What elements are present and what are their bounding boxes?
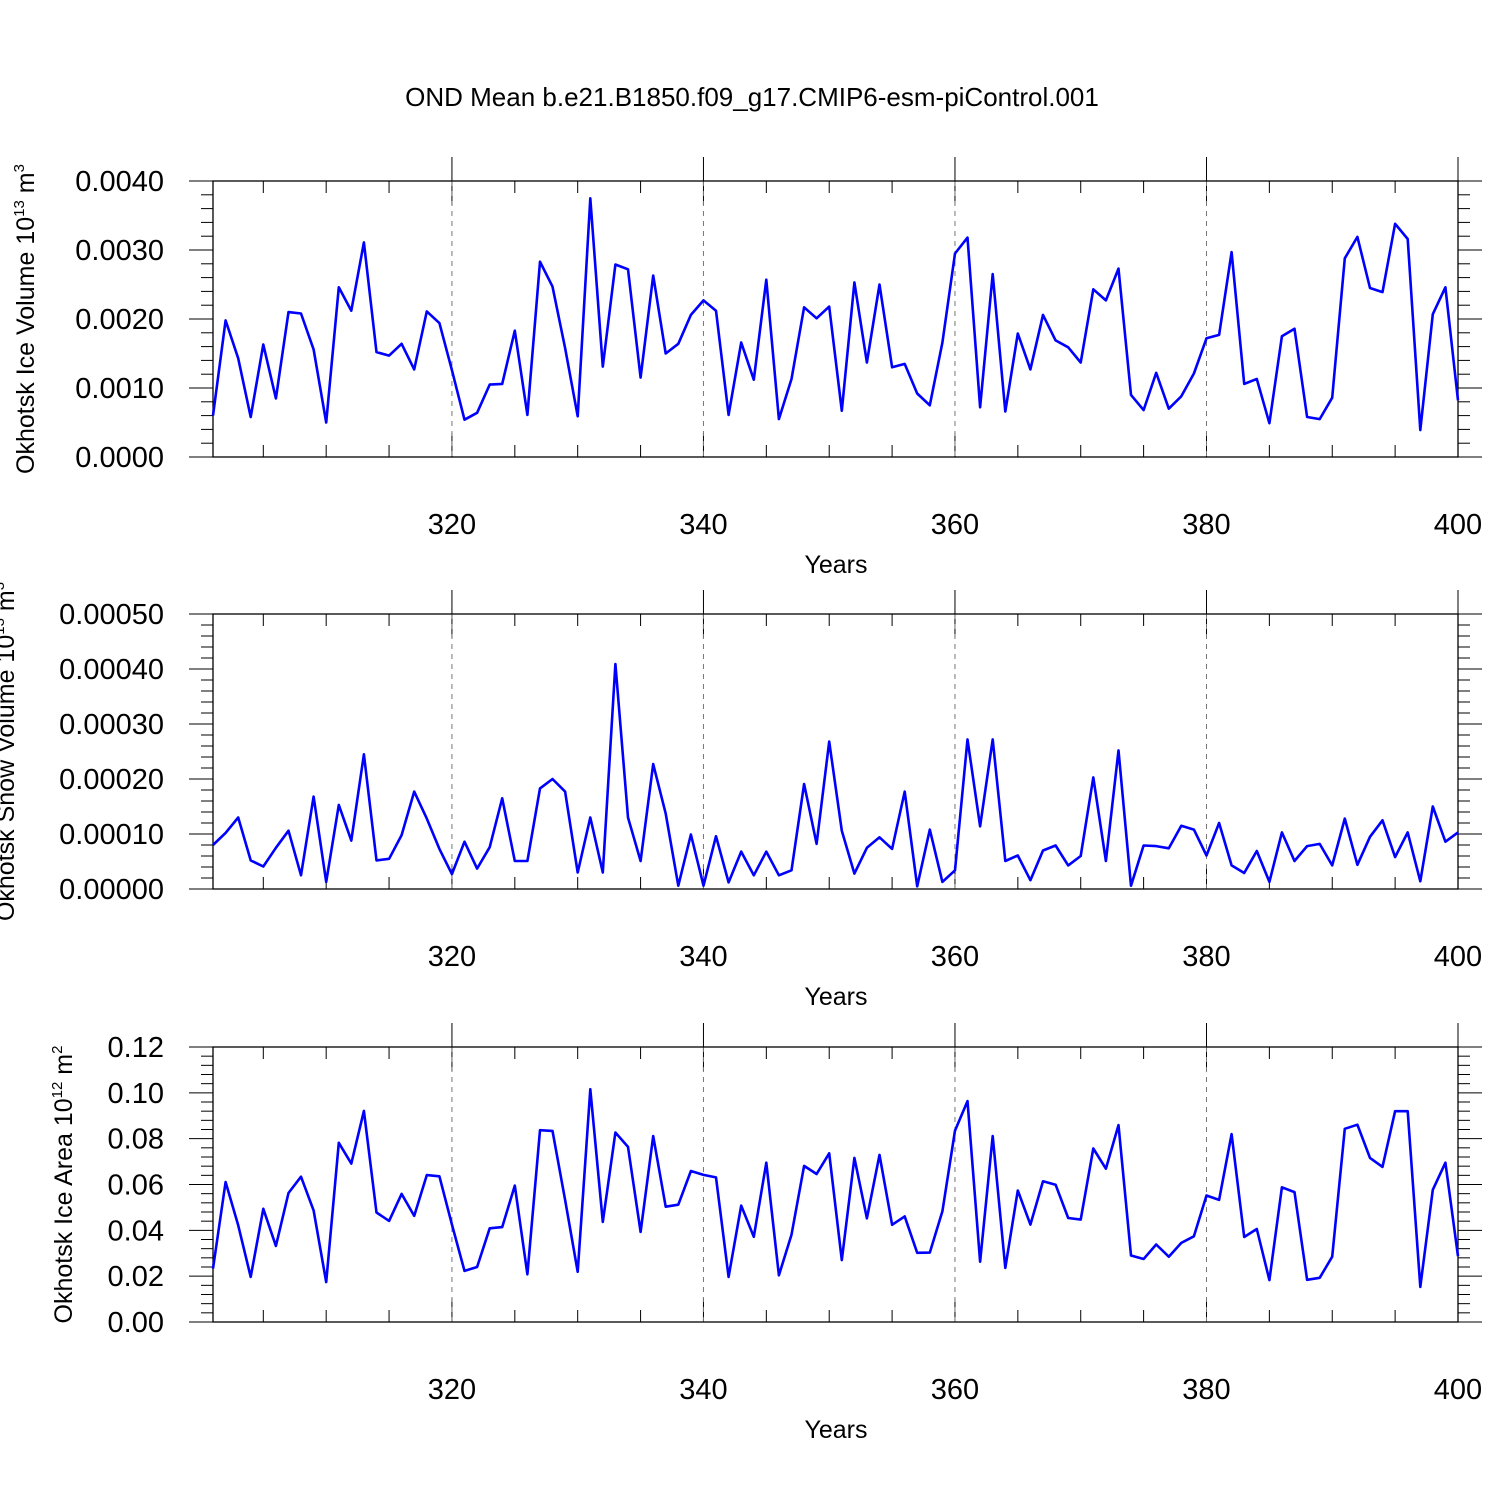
- series-line: [212, 662, 1459, 888]
- series-line: [211, 1087, 1460, 1289]
- x-tick-label: 380: [1182, 941, 1230, 973]
- y-tick-label: 0.10: [108, 1078, 164, 1110]
- panel-ice-volume: 320 340 360 380 400 0.0000 0.0010 0.0020 0.0030 0…: [11, 157, 1482, 579]
- y-axis-label: Okhotsk Snow Volume 1013 m3: [0, 582, 20, 921]
- x-tick-label: 340: [679, 1374, 727, 1406]
- panel-snow-volume: 320 340 360 380 400 0.00000 0.00010 0.00020 0.00…: [0, 582, 1482, 1011]
- x-tick-label: 400: [1434, 941, 1482, 973]
- series-line: [211, 197, 1460, 432]
- y-tick-label: 0.0040: [75, 166, 164, 198]
- x-tick-label: 320: [428, 941, 476, 973]
- y-tick-label: 0.00: [108, 1307, 164, 1339]
- x-tick-label: 400: [1434, 509, 1482, 541]
- x-axis-label: Years: [804, 983, 867, 1011]
- x-tick-label: 340: [679, 509, 727, 541]
- y-tick-label: 0.06: [108, 1170, 164, 1202]
- x-tick-label: 380: [1182, 1374, 1230, 1406]
- x-tick-label: 360: [931, 1374, 979, 1406]
- x-axis-label: Years: [804, 551, 867, 579]
- y-tick-label: 0.12: [108, 1032, 164, 1064]
- plot-frame: [212, 613, 1459, 890]
- y-tick-label: 0.00000: [59, 874, 164, 906]
- y-tick-label: 0.00040: [59, 654, 164, 686]
- y-tick-label: 0.00030: [59, 709, 164, 741]
- x-tick-label: 400: [1434, 1374, 1482, 1406]
- y-axis-label: Okhotsk Ice Volume 1013 m3: [11, 164, 40, 474]
- y-tick-label: 0.04: [108, 1215, 164, 1247]
- x-tick-label: 320: [428, 1374, 476, 1406]
- y-tick-label: 0.00020: [59, 764, 164, 796]
- chart-title: OND Mean b.e21.B1850.f09_g17.CMIP6-esm-p…: [405, 82, 1099, 112]
- y-tick-label: 0.0030: [75, 235, 164, 267]
- y-tick-label: 0.0000: [75, 442, 164, 474]
- y-tick-label: 0.0020: [75, 304, 164, 336]
- plot-frame: [212, 1046, 1459, 1323]
- y-tick-label: 0.00050: [59, 599, 164, 631]
- panel-ice-area: 320 340 360 380 400 0.00 0.02 0.04 0.06 0.08 0.10 0…: [49, 1023, 1482, 1444]
- plot-frame: [212, 180, 1459, 458]
- x-tick-label: 320: [428, 509, 476, 541]
- y-tick-label: 0.00010: [59, 819, 164, 851]
- x-tick-label: 360: [931, 509, 979, 541]
- y-tick-label: 0.08: [108, 1124, 164, 1156]
- x-tick-label: 380: [1182, 509, 1230, 541]
- y-axis-label: Okhotsk Ice Area 1012 m2: [49, 1046, 78, 1324]
- x-axis-label: Years: [804, 1416, 867, 1444]
- x-tick-label: 360: [931, 941, 979, 973]
- y-tick-label: 0.02: [108, 1261, 164, 1293]
- y-tick-label: 0.0010: [75, 373, 164, 405]
- x-tick-label: 340: [679, 941, 727, 973]
